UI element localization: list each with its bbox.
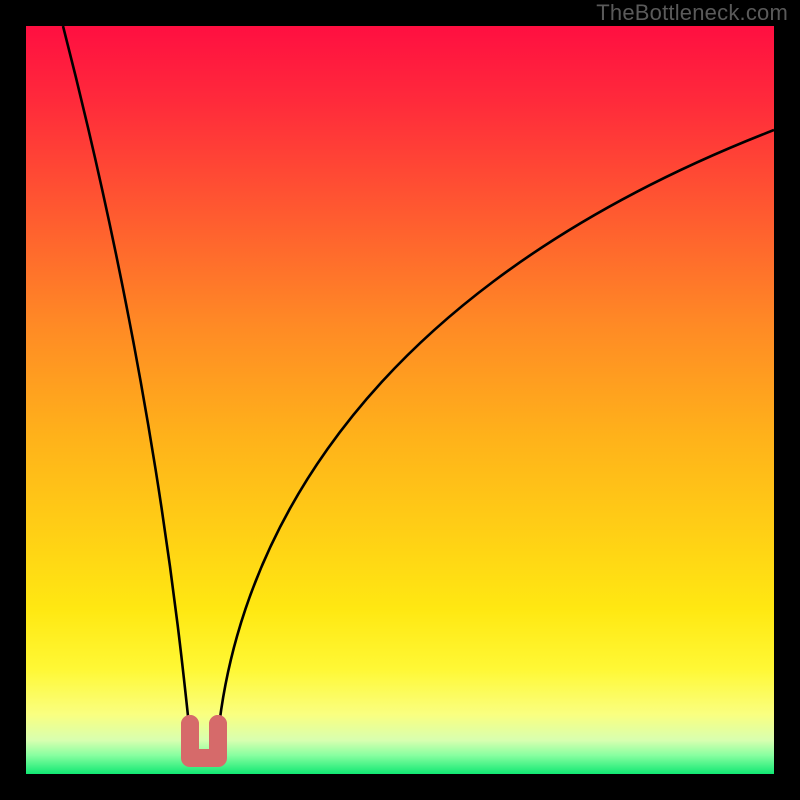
optimal-range-endpoint-left [181, 715, 199, 733]
bottleneck-chart [0, 0, 800, 800]
optimal-range-endpoint-right [209, 715, 227, 733]
gradient-background [26, 26, 774, 774]
watermark-text: TheBottleneck.com [596, 0, 788, 26]
chart-container: TheBottleneck.com [0, 0, 800, 800]
